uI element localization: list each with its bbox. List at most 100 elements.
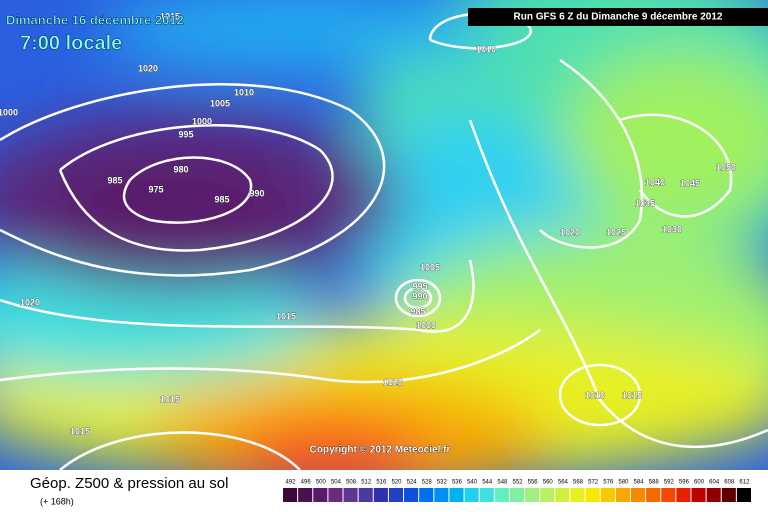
legend-value: 552: [512, 480, 523, 486]
legend-value: 600: [694, 480, 705, 486]
isobar-label: 1020: [383, 377, 403, 387]
legend-swatch: [600, 488, 615, 502]
legend-swatch: [736, 488, 751, 502]
legend-swatch: [313, 488, 328, 502]
legend-value: 516: [376, 480, 387, 486]
legend-value: 584: [634, 480, 645, 486]
legend-swatch: [388, 488, 404, 502]
isobar-label: 985: [107, 175, 122, 185]
legend-value: 596: [679, 480, 690, 486]
isobar-label: 1050: [716, 162, 736, 172]
isobar-label: 1020: [20, 297, 40, 307]
legend-value: 524: [407, 480, 418, 486]
legend-swatch: [419, 488, 434, 502]
isobar-label: 1005: [420, 262, 440, 272]
legend-swatch: [328, 488, 343, 502]
legend-swatch: [691, 488, 706, 502]
legend-value: 564: [558, 480, 569, 486]
isobar-label: 1020: [138, 63, 158, 73]
legend-value: 568: [573, 480, 584, 486]
isobar-label: 1010: [234, 87, 254, 97]
isobar-labels: 1015 1020 1010 1005 1000 995 980 985 975 985 990 10…: [0, 11, 736, 437]
legend-swatch: [615, 488, 630, 502]
legend-value: 496: [301, 480, 312, 486]
isobar-label: 1000: [0, 107, 18, 117]
isobar-label: 1015: [160, 394, 180, 404]
legend-swatch: [706, 488, 721, 502]
legend-swatch: [358, 488, 373, 502]
legend-swatch: [630, 488, 646, 502]
legend-value: 536: [452, 480, 463, 486]
isobar-label: 1035: [635, 198, 655, 208]
isobar-label: 1030: [662, 224, 682, 234]
legend-value: 544: [482, 480, 493, 486]
legend-value: 548: [497, 480, 508, 486]
legend-value: 540: [467, 480, 478, 486]
footer-title: Géop. Z500 & pression au sol: [30, 475, 228, 492]
legend-swatch: [494, 488, 509, 502]
legend-value: 520: [391, 480, 402, 486]
legend-value: 592: [664, 480, 675, 486]
legend-value: 512: [361, 480, 372, 486]
legend-value: 508: [346, 480, 357, 486]
legend-swatch: [464, 488, 479, 502]
isobar-label: 975: [148, 184, 163, 194]
legend: 492 496 500 504 508 512 516 520 524 528 532 536 540 5…: [283, 480, 751, 502]
isobar-label: 980: [173, 164, 188, 174]
legend-swatch: [555, 488, 570, 502]
isobar-label: 1005: [210, 98, 230, 108]
legend-swatch: [585, 488, 600, 502]
date-label: Dimanche 16 décembre 2012: [6, 12, 184, 27]
isobar-label: 995: [178, 129, 193, 139]
legend-swatch: [540, 488, 555, 502]
isobar-label: 1010: [585, 390, 605, 400]
legend-swatch: [434, 488, 449, 502]
time-label: 7:00 locale: [20, 32, 122, 54]
run-box: [468, 8, 768, 26]
legend-swatch: [570, 488, 585, 502]
isobar-label: 1015: [276, 311, 296, 321]
legend-swatch: [661, 488, 676, 502]
legend-swatch: [509, 488, 525, 502]
legend-swatch: [449, 488, 464, 502]
isobar-label: 1015: [160, 11, 180, 21]
legend-value: 608: [724, 480, 735, 486]
legend-swatch: [525, 488, 540, 502]
isobar-label: 1000: [416, 320, 436, 330]
isobar-label: 985: [410, 306, 425, 316]
legend-swatch: [373, 488, 388, 502]
run-info: Run GFS 6 Z du Dimanche 9 décembre 2012: [514, 12, 723, 23]
legend-swatch: [721, 488, 736, 502]
legend-value: 612: [739, 480, 750, 486]
isobar-label: 1040: [645, 177, 665, 187]
legend-value: 556: [528, 480, 539, 486]
legend-swatch: [646, 488, 661, 502]
legend-value: 492: [286, 480, 297, 486]
isobar-label: 1000: [192, 116, 212, 126]
legend-swatch: [283, 488, 298, 502]
isobar-label: 1015: [622, 390, 642, 400]
legend-swatch: [298, 488, 313, 502]
legend-swatch: [404, 488, 419, 502]
legend-swatch: [343, 488, 358, 502]
legend-value: 576: [603, 480, 614, 486]
isobar-label: 990: [249, 188, 264, 198]
isobar-label: 1010: [476, 44, 496, 54]
isobar-label: 1045: [680, 178, 700, 188]
legend-value: 528: [422, 480, 433, 486]
map-background: 1015 1020 1010 1005 1000 995 980 985 975 985 990 10…: [0, 0, 768, 470]
isobar-label: 985: [214, 194, 229, 204]
footer-lead: (+ 168h): [40, 496, 74, 506]
isobar-label: 990: [412, 291, 427, 301]
isobar-label: 1025: [606, 227, 626, 237]
legend-value: 588: [649, 480, 660, 486]
copyright: Copyright © 2012 Meteociel.fr: [310, 445, 451, 456]
legend-swatch: [676, 488, 691, 502]
legend-value: 560: [543, 480, 554, 486]
isobar-label: 1020: [560, 227, 580, 237]
legend-value: 572: [588, 480, 599, 486]
isobar-label: 1015: [70, 426, 90, 436]
legend-value: 504: [331, 480, 342, 486]
legend-value: 532: [437, 480, 448, 486]
